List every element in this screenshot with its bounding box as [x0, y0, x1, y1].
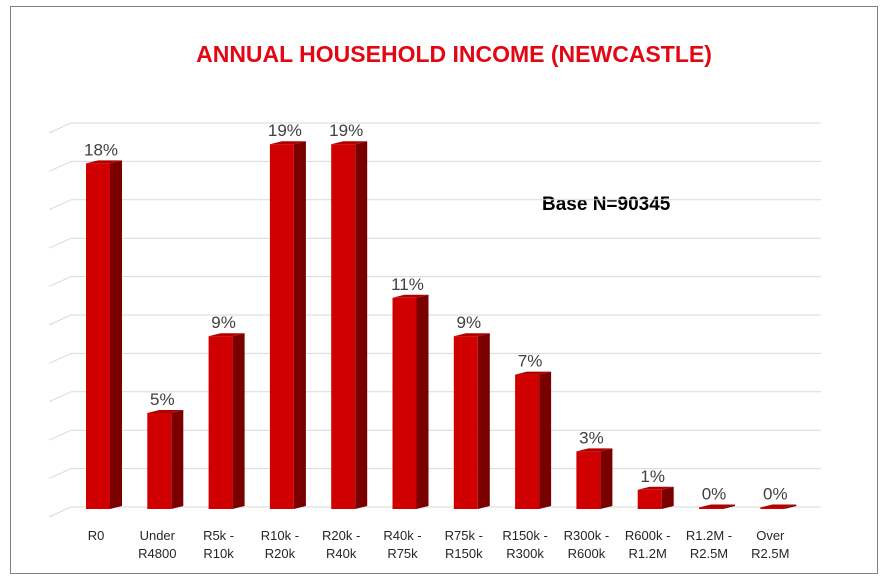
income-bar-chart: ANNUAL HOUSEHOLD INCOME (NEWCASTLE) Base…	[48, 41, 821, 561]
data-label: 5%	[150, 390, 175, 409]
bar	[269, 144, 294, 509]
data-label: 0%	[763, 485, 788, 504]
gridline	[48, 160, 72, 172]
bar-top	[576, 448, 613, 452]
bar	[86, 163, 110, 509]
gridline	[48, 199, 72, 211]
data-label: 3%	[579, 428, 604, 447]
bar	[453, 336, 478, 509]
bar-top	[269, 141, 306, 145]
category-label: Under	[140, 528, 176, 543]
bar	[147, 413, 172, 509]
category-label: R5k -	[203, 528, 234, 543]
bar-side	[723, 504, 735, 509]
category-label: R600k	[568, 546, 606, 561]
bar-top	[331, 141, 368, 145]
bar-top	[147, 410, 184, 413]
bar-top	[699, 504, 735, 508]
bar-top	[392, 294, 429, 298]
bar-side	[416, 294, 429, 509]
data-label: 18%	[84, 140, 118, 159]
bar-side	[477, 333, 490, 509]
gridline	[48, 122, 72, 134]
category-label: Over	[756, 528, 785, 543]
bar	[637, 489, 662, 509]
gridline	[48, 237, 72, 249]
bar-top	[208, 333, 245, 337]
bar-side	[784, 504, 797, 509]
data-label: 1%	[640, 467, 665, 486]
category-label: R150k	[445, 546, 483, 561]
gridline	[48, 391, 72, 403]
bar-side	[293, 141, 306, 509]
category-label: R1.2M	[629, 546, 667, 561]
category-label: R150k -	[502, 528, 548, 543]
data-label: 0%	[702, 485, 727, 504]
category-label: R20k -	[322, 528, 360, 543]
bar-top	[86, 160, 122, 164]
data-label: 11%	[391, 275, 424, 294]
bar-top	[760, 504, 797, 508]
category-label: R4800	[138, 546, 176, 561]
gridline	[48, 468, 72, 480]
category-label: R2.5M	[690, 546, 728, 561]
gridline	[48, 314, 72, 326]
base-annotation: Base N=90345	[542, 194, 671, 215]
category-label: R300k	[506, 546, 544, 561]
category-label: R1.2M -	[686, 528, 732, 543]
data-label: 9%	[211, 313, 236, 332]
bar-top	[515, 371, 552, 375]
category-label: R20k	[265, 546, 296, 561]
bar	[576, 451, 601, 509]
category-label: R75k -	[445, 528, 483, 543]
data-label: 19%	[268, 121, 302, 140]
data-label: 9%	[457, 313, 482, 332]
category-label: R600k -	[625, 528, 671, 543]
data-label: 19%	[329, 121, 363, 140]
bar	[331, 144, 356, 509]
bar-side	[539, 371, 552, 509]
category-label: R2.5M	[751, 546, 789, 561]
category-axis-labels: R0 Under R4800 R5k - R10k R10k - R20k R20k - R40…	[88, 528, 790, 561]
bar-side	[355, 141, 368, 509]
category-label: R300k -	[564, 528, 610, 543]
gridline	[48, 429, 72, 441]
bars	[86, 141, 797, 509]
gridline	[48, 352, 72, 364]
category-label: R10k -	[261, 528, 299, 543]
bar-side	[232, 333, 245, 509]
bar	[699, 507, 723, 509]
category-label: R40k	[326, 546, 357, 561]
gridline	[48, 506, 72, 518]
category-label: R0	[88, 528, 105, 543]
category-label: R40k -	[383, 528, 421, 543]
bar	[760, 507, 785, 509]
chart-title: ANNUAL HOUSEHOLD INCOME (NEWCASTLE)	[196, 41, 712, 67]
bar	[515, 374, 540, 509]
category-label: R10k	[203, 546, 234, 561]
bar	[208, 336, 233, 509]
bar-top	[453, 333, 490, 337]
bar-top	[637, 486, 674, 490]
bar-side	[600, 448, 613, 509]
chart-frame: ANNUAL HOUSEHOLD INCOME (NEWCASTLE) Base…	[10, 6, 878, 574]
bar-side	[110, 160, 122, 509]
gridline	[48, 276, 72, 288]
bar-side	[171, 410, 184, 509]
category-label: R75k	[387, 546, 418, 561]
data-label: 7%	[518, 352, 543, 371]
bar	[392, 297, 417, 509]
gridlines	[48, 122, 821, 518]
data-labels: 18% 5% 9% 19% 19% 11% 9% 7% 3% 1% 0% 0%	[84, 121, 788, 503]
bar-side	[661, 486, 674, 509]
